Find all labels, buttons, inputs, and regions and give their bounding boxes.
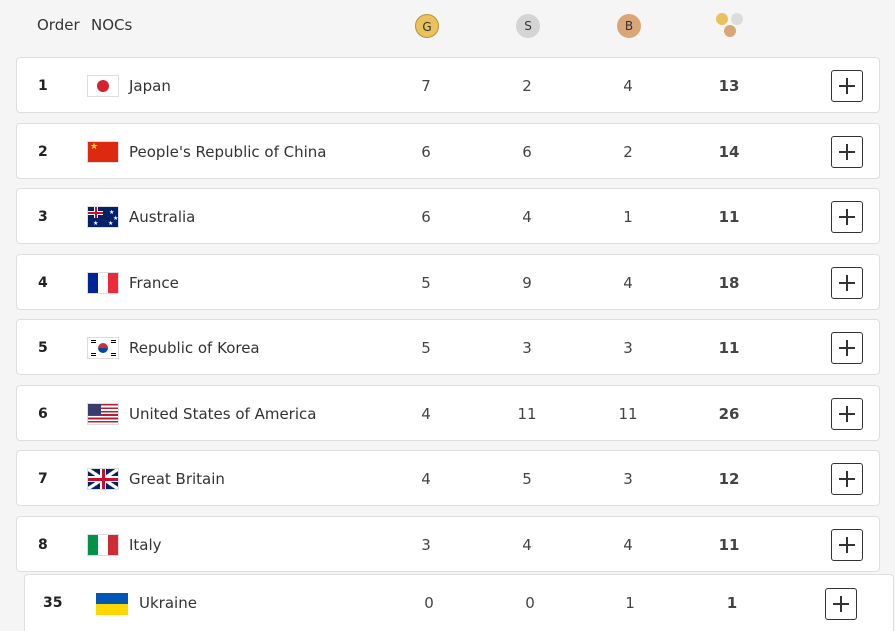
- table-row[interactable]: 8 Italy 3 4 4 11: [16, 516, 880, 572]
- noc-name: Republic of Korea: [129, 339, 260, 357]
- rank: 2: [38, 144, 48, 160]
- silver-count: 6: [522, 143, 532, 161]
- silver-count: 4: [522, 536, 532, 554]
- total-count: 11: [718, 536, 740, 554]
- gold-count: 4: [421, 405, 431, 423]
- gold-count: 6: [421, 143, 431, 161]
- order-column-header: Order: [37, 16, 80, 34]
- gold-count: 6: [421, 208, 431, 226]
- silver-count: 11: [517, 405, 537, 423]
- expand-button[interactable]: [831, 529, 863, 561]
- noc-name: France: [129, 274, 179, 292]
- noc-name: Australia: [129, 208, 196, 226]
- expand-button[interactable]: [831, 332, 863, 364]
- total-count: 11: [718, 339, 740, 357]
- silver-medal-icon: S: [516, 14, 540, 38]
- bronze-count: 4: [623, 77, 633, 95]
- bronze-count: 3: [623, 470, 633, 488]
- bronze-medal-icon: B: [617, 14, 641, 38]
- noc-name: People's Republic of China: [129, 143, 327, 161]
- gold-medal-icon: G: [415, 14, 439, 38]
- gold-count: 3: [421, 536, 431, 554]
- rank: 5: [38, 340, 48, 356]
- noc-name: Great Britain: [129, 470, 225, 488]
- great-britain-flag-icon: [87, 468, 119, 490]
- expand-button[interactable]: [831, 136, 863, 168]
- table-row-highlighted[interactable]: 35 Ukraine 0 0 1 1: [24, 574, 894, 631]
- nocs-column-header: NOCs: [91, 16, 133, 34]
- bronze-count: 4: [623, 274, 633, 292]
- rank: 6: [38, 406, 48, 422]
- japan-flag-icon: [87, 75, 119, 97]
- total-count: 14: [718, 143, 740, 161]
- australia-flag-icon: ★ ★ ★ ★: [87, 206, 119, 228]
- noc-name: United States of America: [129, 405, 317, 423]
- bronze-count: 1: [625, 594, 635, 612]
- total-medals-icon: [716, 13, 744, 39]
- silver-count: 0: [525, 594, 535, 612]
- rank: 7: [38, 471, 48, 487]
- table-row[interactable]: 4 France 5 9 4 18: [16, 254, 880, 310]
- table-row[interactable]: 2 ★ People's Republic of China 6 6 2 14: [16, 123, 880, 179]
- total-count: 26: [718, 405, 740, 423]
- noc-name: Japan: [129, 77, 171, 95]
- table-row[interactable]: 5 Republic of Korea 5 3 3 11: [16, 319, 880, 375]
- bronze-count: 11: [618, 405, 638, 423]
- silver-count: 4: [522, 208, 532, 226]
- total-count: 18: [718, 274, 740, 292]
- total-count: 11: [718, 208, 740, 226]
- bronze-count: 1: [623, 208, 633, 226]
- table-row[interactable]: 3 ★ ★ ★ ★ Australia 6 4 1 11: [16, 188, 880, 244]
- bronze-count: 3: [623, 339, 633, 357]
- total-count: 1: [726, 594, 738, 612]
- usa-flag-icon: [87, 403, 119, 425]
- rank: 35: [43, 595, 63, 611]
- total-count: 12: [718, 470, 740, 488]
- expand-button[interactable]: [831, 70, 863, 102]
- total-count: 13: [718, 77, 740, 95]
- gold-count: 5: [421, 274, 431, 292]
- bronze-count: 4: [623, 536, 633, 554]
- silver-count: 3: [522, 339, 532, 357]
- bronze-count: 2: [623, 143, 633, 161]
- noc-name: Ukraine: [139, 594, 197, 612]
- silver-count: 2: [522, 77, 532, 95]
- gold-count: 0: [424, 594, 434, 612]
- rank: 1: [38, 78, 48, 94]
- table-header: Order NOCs G S B: [0, 0, 895, 52]
- ukraine-flag-icon: [96, 593, 128, 615]
- rank: 3: [38, 209, 48, 225]
- gold-count: 5: [421, 339, 431, 357]
- korea-flag-icon: [87, 337, 119, 359]
- silver-count: 5: [522, 470, 532, 488]
- expand-button[interactable]: [831, 463, 863, 495]
- table-row[interactable]: 1 Japan 7 2 4 13: [16, 57, 880, 113]
- table-row[interactable]: 7 Great Britain 4 5 3 12: [16, 450, 880, 506]
- expand-button[interactable]: [831, 398, 863, 430]
- china-flag-icon: ★: [87, 141, 119, 163]
- expand-button[interactable]: [825, 588, 857, 620]
- gold-count: 4: [421, 470, 431, 488]
- italy-flag-icon: [87, 534, 119, 556]
- rank: 4: [38, 275, 48, 291]
- noc-name: Italy: [129, 536, 162, 554]
- expand-button[interactable]: [831, 201, 863, 233]
- expand-button[interactable]: [831, 267, 863, 299]
- gold-count: 7: [421, 77, 431, 95]
- table-row[interactable]: 6 United States of America 4 11 11 26: [16, 385, 880, 441]
- france-flag-icon: [87, 272, 119, 294]
- rank: 8: [38, 537, 48, 553]
- silver-count: 9: [522, 274, 532, 292]
